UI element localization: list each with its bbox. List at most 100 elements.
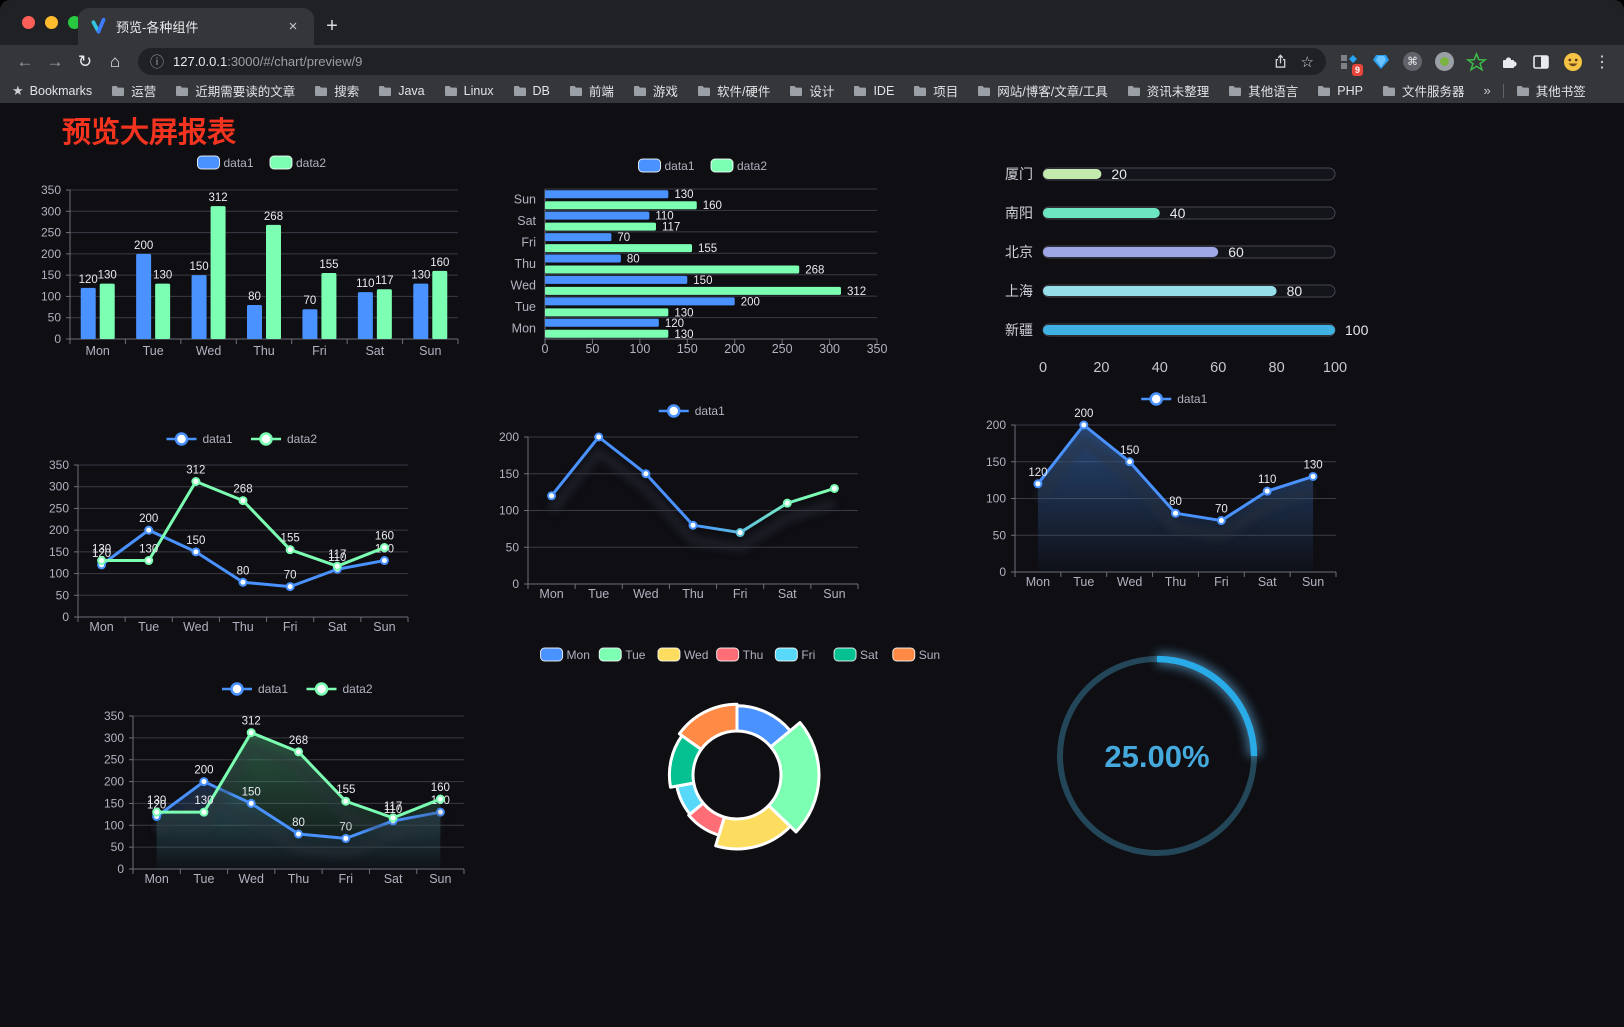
home-icon[interactable]: ⌂ xyxy=(109,52,121,71)
bookmark-item-bookmarks[interactable]: ★ Bookmarks xyxy=(12,83,92,99)
minimize-window-button[interactable] xyxy=(45,16,58,29)
chart-canvas[interactable]: Mon Tue Wed Thu Fri Sat Sun xyxy=(540,643,940,878)
bar-data2-Mon[interactable] xyxy=(545,329,669,338)
chart-canvas[interactable]: data1 data2 0 50 100 150 200 250 300 350 Sun 130 160… xyxy=(505,153,905,365)
bookmark-folder-4[interactable]: Linux xyxy=(444,84,494,98)
tab-close-icon[interactable]: × xyxy=(288,18,298,35)
extension-green-star-icon[interactable] xyxy=(1465,51,1488,72)
progress-fill-南阳[interactable] xyxy=(1043,208,1160,218)
extension-split-square-icon[interactable] xyxy=(1530,51,1551,72)
bookmark-folder-7[interactable]: 游戏 xyxy=(633,81,678,100)
legend-Mon[interactable]: Mon xyxy=(540,647,590,662)
bar-data2-Wed[interactable] xyxy=(545,286,841,295)
bookmark-folder-13[interactable]: 资讯未整理 xyxy=(1127,81,1209,100)
legend-Wed[interactable]: Wed xyxy=(657,647,708,662)
close-window-button[interactable] xyxy=(22,16,35,29)
bookmark-folder-6[interactable]: 前端 xyxy=(569,81,614,100)
legend-data2[interactable]: data2 xyxy=(710,158,767,173)
extension-record-icon[interactable] xyxy=(1434,51,1455,72)
bookmark-folder-15[interactable]: PHP xyxy=(1317,84,1363,98)
bar-data2-Sun[interactable] xyxy=(545,201,697,210)
bookmark-folder-3[interactable]: Java xyxy=(378,84,425,98)
legend-Sun[interactable]: Sun xyxy=(892,647,940,662)
progress-fill-上海[interactable] xyxy=(1043,286,1277,296)
bar-data2-Sat[interactable] xyxy=(545,222,656,231)
bookmark-folder-1[interactable]: 近期需要读的文章 xyxy=(175,81,295,100)
browser-tab[interactable]: 预览-各种组件 × xyxy=(78,8,314,45)
forward-icon[interactable]: → xyxy=(46,52,64,71)
legend-Thu[interactable]: Thu xyxy=(716,647,764,662)
extension-grid-diamond-icon[interactable]: 9 xyxy=(1338,51,1363,76)
bookmark-folder-10[interactable]: IDE xyxy=(853,84,894,98)
extensions-puzzle-icon[interactable] xyxy=(1498,51,1519,72)
back-icon[interactable]: ← xyxy=(16,52,34,71)
chart-canvas[interactable]: data1 data2 0 50 100 150 200 250 300 350 Mon Tue Wed… xyxy=(100,678,490,892)
bookmark-folder-9[interactable]: 设计 xyxy=(789,81,834,100)
maximize-window-button[interactable] xyxy=(68,16,81,29)
bookmarks-overflow-button[interactable]: » xyxy=(1483,83,1491,98)
bookmark-folder-2[interactable]: 搜索 xyxy=(314,81,359,100)
reload-icon[interactable]: ↻ xyxy=(77,52,93,71)
page-info-icon[interactable]: ⓘ xyxy=(150,53,164,70)
bar-data1-Sun[interactable] xyxy=(545,190,669,199)
bar-data2-Thu[interactable] xyxy=(545,265,800,274)
bar-data1-Sat[interactable] xyxy=(545,211,650,220)
chart-area-two-series[interactable]: data1 data2 0 50 100 150 200 250 300 350 Mon Tue Wed… xyxy=(100,678,490,892)
new-tab-button[interactable]: + xyxy=(326,15,338,37)
chart-area-single[interactable]: data1 0 50 100 150 200 Mon Tue Wed Thu Fri Sat Sun 12… xyxy=(985,391,1365,597)
legend-data1[interactable]: data1 xyxy=(222,682,288,696)
chart-canvas[interactable]: 厦门 20 南阳 40 北京 60 上海 80 新疆 100 0 20 40 60 80 100 xyxy=(985,158,1375,388)
legend-data1[interactable]: data1 xyxy=(197,155,254,170)
series-data1[interactable]: 120 200 150 80 70 110 130 xyxy=(1028,408,1323,526)
progress-fill-新疆[interactable] xyxy=(1043,325,1335,335)
bar-data1-Mon[interactable] xyxy=(545,318,659,327)
chart-canvas[interactable]: data1 0 50 100 150 200 Mon Tue Wed Thu Fri Sat Sun xyxy=(495,400,885,610)
legend-data2[interactable]: data2 xyxy=(269,155,326,170)
bookmark-folder-5[interactable]: DB xyxy=(513,84,550,98)
pie-slice-Tue[interactable] xyxy=(767,721,821,834)
extension-command-icon[interactable]: ⌘ xyxy=(1402,51,1423,72)
chart-gauge[interactable]: 25.00% xyxy=(1040,648,1280,868)
chart-progress-bars[interactable]: 厦门 20 南阳 40 北京 60 上海 80 新疆 100 0 20 40 60 80 100 xyxy=(985,158,1375,388)
chart-canvas[interactable]: data1 data2 0 50 100 150 200 250 300 350 Mon Tue Wed… xyxy=(45,425,435,639)
legend-data1[interactable]: data1 xyxy=(658,404,725,418)
series-data2[interactable]: 130 130 312 268 155 117 160 xyxy=(98,192,450,339)
chart-canvas[interactable]: 25.00% xyxy=(1040,648,1280,868)
bookmark-folder-0[interactable]: 运营 xyxy=(111,81,156,100)
bar-data1-Tue[interactable] xyxy=(545,297,735,306)
bookmark-folder-12[interactable]: 网站/博客/文章/工具 xyxy=(977,81,1108,100)
legend-Sat[interactable]: Sat xyxy=(833,647,879,662)
series-data1[interactable] xyxy=(547,432,839,538)
chart-canvas[interactable]: data1 data2 0 50 100 150 200 250 300 350 Mon Tue Wed… xyxy=(40,148,470,363)
browser-menu-icon[interactable]: ⋮ xyxy=(1594,53,1610,71)
extension-gem-icon[interactable] xyxy=(1370,51,1391,72)
bookmark-folder-14[interactable]: 其他语言 xyxy=(1228,81,1298,100)
bookmark-folder-16[interactable]: 文件服务器 xyxy=(1382,81,1464,100)
pie-slice-Wed[interactable] xyxy=(714,804,792,851)
legend-Fri[interactable]: Fri xyxy=(774,647,815,662)
progress-fill-北京[interactable] xyxy=(1043,247,1219,257)
bookmark-star-icon[interactable]: ☆ xyxy=(1300,53,1314,71)
bookmark-folder-8[interactable]: 软件/硬件 xyxy=(697,81,770,100)
progress-fill-厦门[interactable] xyxy=(1043,169,1102,179)
legend-data2[interactable]: data2 xyxy=(251,432,317,446)
share-icon[interactable] xyxy=(1274,54,1287,69)
bar-data1-Wed[interactable] xyxy=(545,275,688,284)
bar-data1-Thu[interactable] xyxy=(545,254,621,263)
series-data1[interactable]: 120 200 150 80 70 110 130 xyxy=(79,240,431,339)
chart-horizontal-bar[interactable]: data1 data2 0 50 100 150 200 250 300 350 Sun 130 160… xyxy=(505,153,905,365)
bar-data1-Fri[interactable] xyxy=(545,233,612,242)
legend-data1[interactable]: data1 xyxy=(638,158,695,173)
chart-line-gradient[interactable]: data1 0 50 100 150 200 Mon Tue Wed Thu Fri Sat Sun xyxy=(495,400,885,610)
legend-data2[interactable]: data2 xyxy=(306,682,373,696)
legend-Tue[interactable]: Tue xyxy=(598,647,646,662)
pie-slice-Sun[interactable] xyxy=(677,702,739,751)
chart-canvas[interactable]: data1 0 50 100 150 200 Mon Tue Wed Thu Fri Sat Sun 12… xyxy=(985,391,1365,597)
chart-line-two-series[interactable]: data1 data2 0 50 100 150 200 250 300 350 Mon Tue Wed… xyxy=(45,425,435,639)
bookmark-folder-11[interactable]: 项目 xyxy=(913,81,958,100)
legend-data1[interactable]: data1 xyxy=(166,432,233,446)
chart-rose-donut[interactable]: Mon Tue Wed Thu Fri Sat Sun xyxy=(540,643,940,878)
other-bookmarks-folder[interactable]: 其他书签 xyxy=(1516,81,1586,100)
bar-data2-Fri[interactable] xyxy=(545,244,693,253)
chart-grouped-bar[interactable]: data1 data2 0 50 100 150 200 250 300 350 Mon Tue Wed… xyxy=(40,148,470,363)
